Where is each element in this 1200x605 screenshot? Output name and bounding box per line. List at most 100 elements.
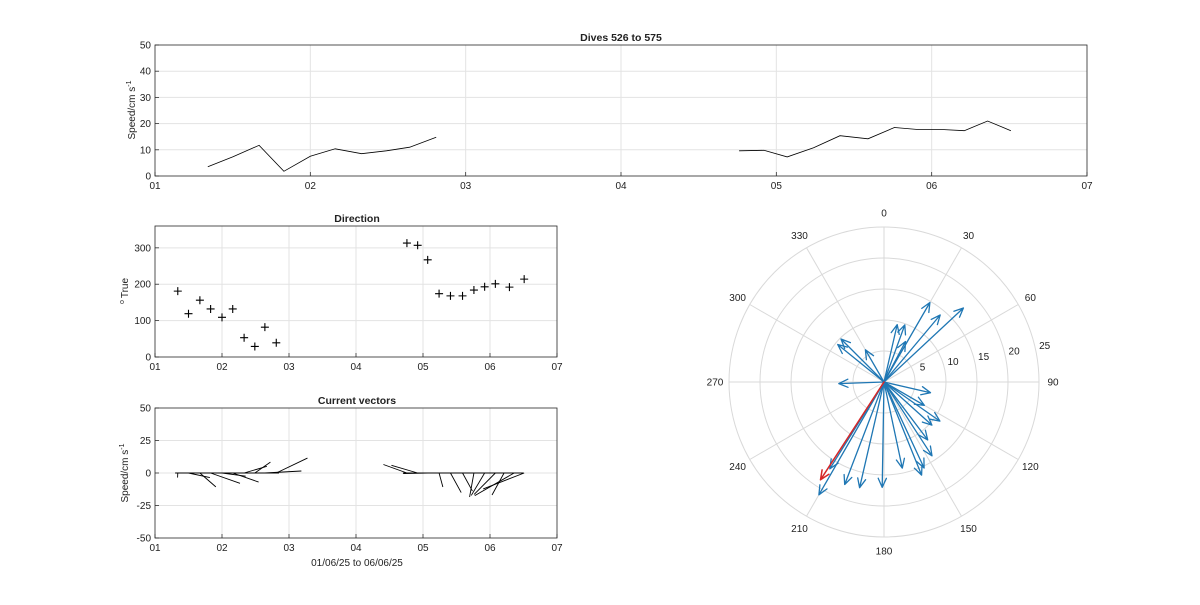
vectors-stick xyxy=(276,457,308,474)
vectors-x-tick-label: 02 xyxy=(216,543,228,554)
vectors-stick xyxy=(473,472,496,495)
polar-vector-arrow xyxy=(818,381,885,496)
vectors-stick xyxy=(483,472,525,490)
vectors-y-tick-label: 0 xyxy=(145,469,151,480)
direction-point xyxy=(240,333,249,342)
polar-vector-arrow xyxy=(883,381,933,457)
vectors-x-tick-label: 06 xyxy=(484,543,496,554)
vectors-x-tick-label: 04 xyxy=(350,543,362,554)
polar-theta-label: 120 xyxy=(1022,462,1039,473)
polar-vector-arrow xyxy=(883,381,906,469)
direction-y-axis-label: oTrue xyxy=(119,278,131,305)
direction-y-axis-label-text: True xyxy=(120,278,131,299)
speed-y-tick-label: 40 xyxy=(140,67,152,78)
vectors-stick xyxy=(491,472,505,496)
speed-x-tick-label: 02 xyxy=(305,181,317,192)
polar-theta-label: 240 xyxy=(729,462,746,473)
polar-r-tick-label: 5 xyxy=(920,363,926,374)
vectors-x-tick-label: 03 xyxy=(283,543,295,554)
vectors-y-tick-label: 25 xyxy=(140,436,152,447)
speed-x-tick-label: 01 xyxy=(149,181,161,192)
polar-vector-arrow xyxy=(883,381,929,441)
polar-vector-arrow xyxy=(883,301,931,383)
polar-theta-label: 150 xyxy=(960,524,977,535)
vectors-x-tick-label: 05 xyxy=(417,543,429,554)
polar-vector-arrow xyxy=(840,338,885,383)
speed-series-line xyxy=(207,136,437,172)
polar-vector-arrow xyxy=(883,324,907,383)
polar-r-tick-label: 25 xyxy=(1039,341,1051,352)
polar-panel: 0 30 60 90 120 150 180 210 240 270 300 330 5 10 15 20 25 xyxy=(707,209,1059,558)
direction-point xyxy=(458,291,467,300)
speed-x-tick-label: 07 xyxy=(1081,181,1093,192)
vectors-y-tick-label: -25 xyxy=(137,501,152,512)
polar-theta-label: 0 xyxy=(881,209,887,220)
polar-vector-arrow xyxy=(883,381,925,469)
polar-theta-label: 60 xyxy=(1025,293,1037,304)
polar-theta-label: 180 xyxy=(876,547,893,558)
vectors-stick xyxy=(210,472,241,484)
polar-vector-arrow xyxy=(857,381,885,489)
direction-y-tick-label: 100 xyxy=(134,316,151,327)
speed-x-tick-label: 04 xyxy=(615,181,627,192)
direction-point xyxy=(423,255,432,264)
speed-y-axis-label-sup: -1 xyxy=(126,80,133,86)
vectors-stick xyxy=(188,472,210,479)
polar-theta-label: 30 xyxy=(963,231,975,242)
speed-x-tick-label: 06 xyxy=(926,181,938,192)
polar-angular-gridline xyxy=(749,304,885,383)
polar-angular-gridline xyxy=(883,381,962,517)
polar-vector-arrow xyxy=(883,381,941,422)
vectors-stick xyxy=(221,472,246,477)
direction-point xyxy=(480,282,489,291)
polar-vector-arrow xyxy=(883,381,932,396)
speed-chart-title: Dives 526 to 575 xyxy=(580,32,662,44)
direction-point xyxy=(491,279,500,288)
vectors-chart-title: Current vectors xyxy=(318,395,396,407)
speed-y-axis-label: Speed/cm s-1 xyxy=(126,80,138,139)
direction-axes-frame xyxy=(154,225,558,358)
vectors-stick xyxy=(383,464,408,474)
direction-x-tick-label: 07 xyxy=(551,362,563,373)
direction-x-tick-label: 06 xyxy=(484,362,496,373)
polar-vector-arrow xyxy=(877,381,888,489)
direction-point xyxy=(469,286,478,295)
polar-mean-arrow xyxy=(819,381,885,481)
direction-x-tick-label: 03 xyxy=(283,362,295,373)
direction-y-tick-label: 300 xyxy=(134,243,151,254)
direction-point xyxy=(505,283,514,292)
polar-theta-label: 300 xyxy=(729,293,746,304)
speed-axes-frame xyxy=(154,44,1088,177)
speed-x-tick-label: 05 xyxy=(771,181,783,192)
polar-r-tick-label: 20 xyxy=(1009,346,1021,357)
vectors-stick xyxy=(450,472,462,493)
polar-theta-label: 330 xyxy=(791,231,808,242)
polar-theta-label: 210 xyxy=(791,524,808,535)
polar-angular-gridline xyxy=(749,381,885,460)
direction-point xyxy=(446,291,455,300)
direction-x-tick-label: 02 xyxy=(216,362,228,373)
vectors-y-axis-label-sup: -1 xyxy=(119,443,126,449)
speed-y-tick-label: 30 xyxy=(140,93,152,104)
direction-point xyxy=(413,241,422,250)
polar-vector-arrow xyxy=(883,381,923,476)
speed-series-line xyxy=(739,120,1012,158)
vectors-x-tick-label: 01 xyxy=(149,543,161,554)
direction-x-tick-label: 01 xyxy=(149,362,161,373)
vectors-y-axis-label-text: Speed/cm s xyxy=(120,450,131,503)
speed-y-tick-label: 10 xyxy=(140,145,152,156)
direction-point xyxy=(435,289,444,298)
direction-x-tick-label: 04 xyxy=(350,362,362,373)
direction-y-tick-label: 0 xyxy=(145,353,151,364)
direction-y-tick-label: 200 xyxy=(134,280,151,291)
vectors-y-axis-label: Speed/cm s-1 xyxy=(119,443,131,502)
polar-r-tick-label: 10 xyxy=(947,357,959,368)
polar-angular-gridline xyxy=(883,304,1019,383)
vectors-stick xyxy=(232,472,259,483)
direction-point xyxy=(195,296,204,305)
polar-vector-arrow xyxy=(838,378,885,388)
vectors-y-tick-label: 50 xyxy=(140,404,152,415)
polar-theta-label: 270 xyxy=(707,378,724,389)
direction-y-axis-label-sup: o xyxy=(119,300,126,304)
